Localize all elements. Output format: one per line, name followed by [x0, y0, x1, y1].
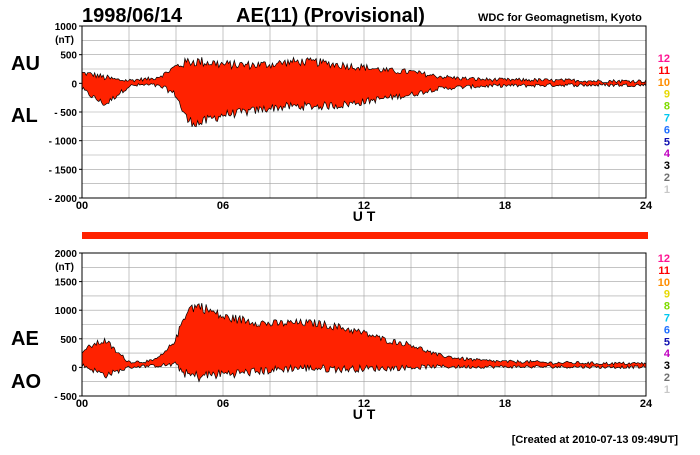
x-tick-label: 18	[499, 398, 511, 410]
x-tick-label: 18	[499, 200, 511, 212]
station-count-label: 11	[658, 265, 670, 277]
y-tick-label: 2000	[55, 249, 78, 260]
station-count-label: 5	[664, 336, 670, 348]
station-count-label: 10	[658, 277, 670, 289]
created-timestamp: [Created at 2010-07-13 09:49UT]	[512, 434, 679, 446]
y-tick-label: 1000	[55, 22, 78, 33]
y-tick-label: 1000	[55, 306, 78, 317]
station-count-label: 12	[658, 53, 670, 65]
station-count-label: 7	[664, 113, 670, 125]
station-count-label: 6	[664, 124, 670, 136]
y-tick-label: 500	[60, 51, 77, 62]
x-tick-label: 12	[358, 200, 370, 212]
station-count-label: 12	[658, 253, 670, 265]
station-count-label: 4	[664, 348, 671, 360]
al-label: AL	[11, 105, 38, 127]
x-tick-label: 06	[217, 200, 229, 212]
y-tick-label: 1500	[55, 278, 78, 289]
ae-ao-frame	[81, 252, 647, 397]
y-tick-label: - 1000	[49, 137, 78, 148]
y-tick-label: 0	[71, 363, 77, 374]
station-count-label: 3	[664, 360, 670, 372]
station-count-label: 8	[664, 101, 670, 113]
station-count-label: 3	[664, 160, 670, 172]
station-count-label: 5	[664, 136, 670, 148]
station-count-label: 4	[664, 148, 671, 160]
station-count-label: 9	[664, 289, 670, 301]
station-count-label: 8	[664, 301, 670, 313]
au-label: AU	[11, 53, 40, 75]
ae-ao-y-ticks: 2000 1500 1000 500 0 - 500	[54, 249, 82, 403]
station-count-label: 6	[664, 324, 670, 336]
x-tick-label: 00	[76, 200, 88, 212]
y-tick-label: - 2000	[49, 194, 78, 205]
x-tick-label: 00	[76, 398, 88, 410]
y-tick-label: - 500	[54, 392, 77, 403]
x-tick-label: 06	[217, 398, 229, 410]
station-count-label: 11	[658, 65, 670, 77]
date-title: 1998/06/14	[82, 5, 183, 27]
index-title: AE(11) (Provisional)	[236, 5, 425, 27]
au-al-unit: (nT)	[55, 35, 74, 46]
y-tick-label: 0	[71, 79, 77, 90]
station-count-label: 1	[664, 184, 670, 196]
au-al-y-ticks: 1000 500 0 - 500 - 1000 - 1500 - 2000	[49, 22, 82, 205]
y-tick-label: - 1500	[49, 165, 78, 176]
station-count-label: 7	[664, 313, 670, 325]
x-tick-label: 24	[640, 200, 653, 212]
ae-ao-x-axis-title: U T	[353, 406, 376, 422]
y-tick-label: - 500	[54, 108, 77, 119]
station-count-label: 2	[664, 172, 670, 184]
au-al-x-axis-title: U T	[353, 208, 376, 224]
source-label: WDC for Geomagnetism, Kyoto	[478, 12, 642, 24]
ae-ao-unit: (nT)	[55, 262, 74, 273]
x-tick-label: 12	[358, 398, 370, 410]
ao-label: AO	[11, 371, 41, 393]
station-count-label: 9	[664, 89, 670, 101]
panel-separator-bar	[82, 232, 648, 239]
ae-ao-x-ticks: 00 06 12 18 24	[76, 398, 653, 410]
y-tick-label: 500	[60, 335, 77, 346]
x-tick-label: 24	[640, 398, 653, 410]
station-count-label: 1	[664, 384, 670, 396]
station-count-label: 10	[658, 77, 670, 89]
au-al-x-ticks: 00 06 12 18 24	[76, 200, 653, 212]
ae-label: AE	[11, 328, 39, 350]
station-count-label: 2	[664, 372, 670, 384]
